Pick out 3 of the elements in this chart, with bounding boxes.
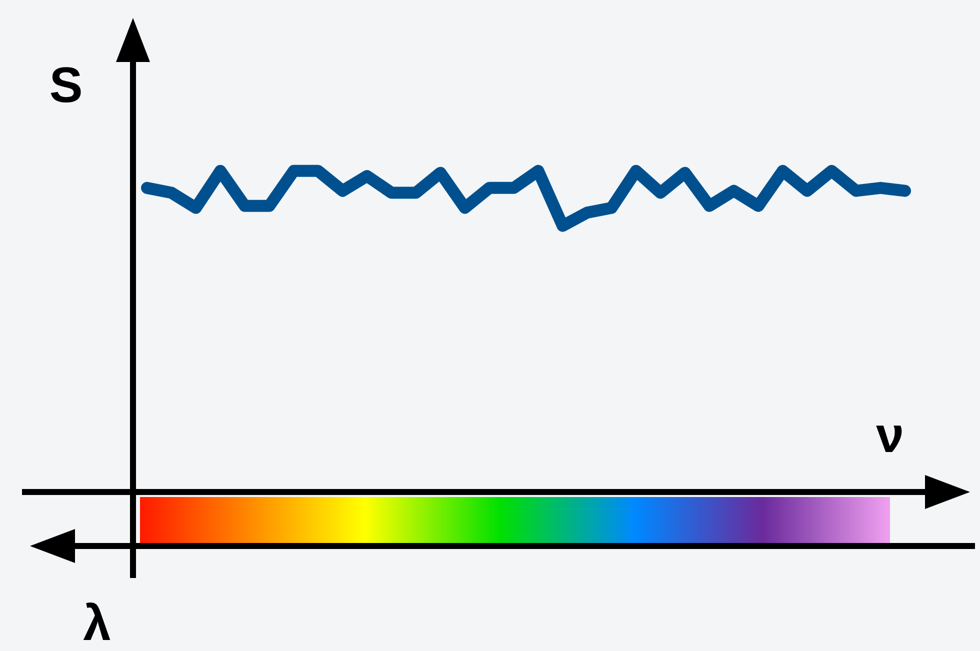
- x2-axis-title: λ: [83, 595, 112, 651]
- y-axis-title: S: [49, 57, 83, 113]
- x-axis-title: ν: [876, 407, 904, 463]
